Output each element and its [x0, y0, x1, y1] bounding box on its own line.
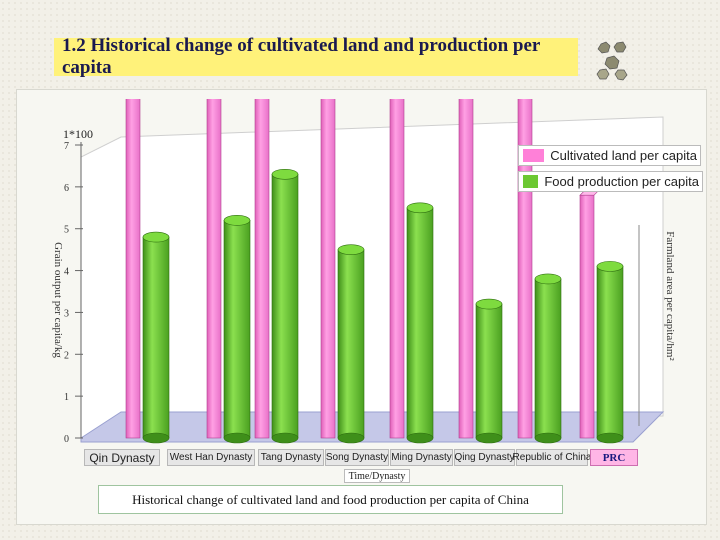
scale-note: 1*100 — [63, 127, 93, 141]
y-axis-right-label: Farmland area per capita/hm² — [664, 231, 676, 361]
bar-food-production — [534, 278, 562, 439]
bar-food-production-base — [337, 432, 365, 444]
bar-food-production-base — [223, 432, 251, 444]
bar-food-production — [406, 207, 434, 439]
bar-food-production — [596, 266, 624, 439]
bar-food-production-top — [475, 298, 503, 310]
legend-label: Food production per capita — [544, 174, 699, 189]
bar-food-production-base — [534, 432, 562, 444]
bar-cultivated-land — [389, 99, 405, 439]
category-label: Song Dynasty — [325, 449, 389, 466]
bar-cultivated-land — [125, 99, 141, 439]
bar-food-production-base — [271, 432, 299, 444]
bar-food-production — [475, 303, 503, 439]
bar-food-production — [337, 249, 365, 439]
category-label: PRC — [590, 449, 638, 466]
chart-caption: Historical change of cultivated land and… — [98, 485, 563, 514]
y-left-tick-label: 3 — [64, 308, 69, 319]
category-label: West Han Dynasty — [167, 449, 255, 466]
decorative-logo-icon — [596, 41, 628, 81]
category-label: Qing Dynasty — [454, 449, 515, 466]
bar-food-production-base — [406, 432, 434, 444]
bar-food-production-top — [406, 202, 434, 214]
bar-food-production — [223, 220, 251, 439]
bar-cultivated-land — [206, 99, 222, 439]
legend-swatch-green — [523, 175, 539, 188]
bar-food-production-base — [475, 432, 503, 444]
category-label: Tang Dynasty — [258, 449, 324, 466]
legend-cultivated-land: Cultivated land per capita — [518, 145, 701, 166]
legend-food-production: Food production per capita — [518, 171, 703, 192]
y-left-tick-label: 7 — [64, 141, 69, 152]
y-left-tick-label: 6 — [64, 183, 69, 194]
category-label: Republic of China — [513, 449, 591, 466]
bar-food-production-top — [142, 231, 170, 243]
y-left-tick-label: 2 — [64, 350, 69, 361]
bar-food-production — [142, 236, 170, 439]
y-left-tick-label: 4 — [64, 267, 69, 278]
y-left-tick-label: 1 — [64, 392, 69, 403]
bar-food-production — [271, 174, 299, 439]
bar-food-production-top — [596, 261, 624, 272]
category-label: Ming Dynasty — [390, 449, 453, 466]
bar-cultivated-land — [320, 99, 336, 439]
bar-food-production-top — [534, 273, 562, 285]
bar-food-production-top — [223, 215, 251, 226]
slide-title: 1.2 Historical change of cultivated land… — [54, 35, 578, 78]
bar-food-production-top — [337, 244, 365, 255]
y-left-tick-label: 0 — [64, 434, 69, 445]
bar-food-production-top — [271, 169, 299, 180]
bar-food-production-base — [142, 432, 170, 444]
x-axis-label: Time/Dynasty — [344, 469, 410, 483]
y-axis-left-label: Grain output per capita/kg — [52, 242, 64, 358]
bar-cultivated-land — [254, 99, 270, 439]
bar-food-production-base — [596, 432, 624, 444]
legend-swatch-pink — [523, 149, 545, 162]
bar-cultivated-land — [458, 99, 474, 439]
category-label: Qin Dynasty — [84, 449, 160, 466]
legend-label: Cultivated land per capita — [550, 148, 697, 163]
bar-cultivated-land — [579, 194, 595, 439]
y-left-tick-label: 5 — [64, 225, 69, 236]
